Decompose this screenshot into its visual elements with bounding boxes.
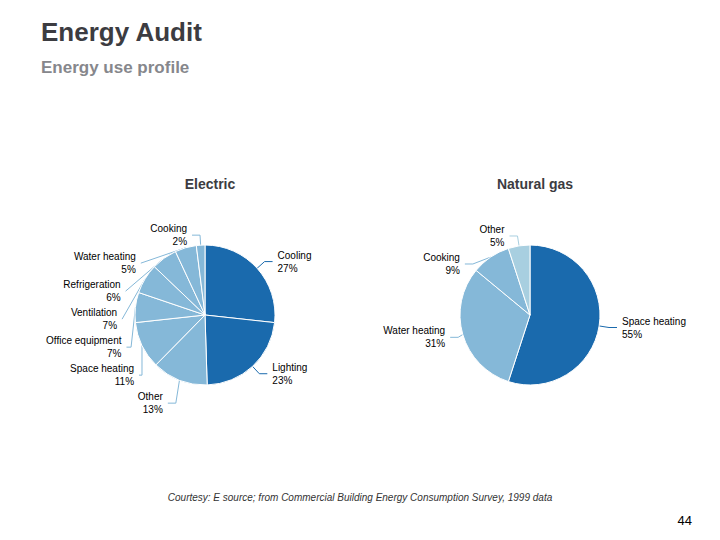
svg-text:Energy use profile: Energy use profile xyxy=(41,58,189,77)
svg-text:9%: 9% xyxy=(445,265,460,276)
svg-text:Other: Other xyxy=(479,224,505,235)
svg-text:31%: 31% xyxy=(425,338,445,349)
svg-text:13%: 13% xyxy=(143,404,163,415)
svg-text:Natural gas: Natural gas xyxy=(497,176,573,192)
svg-text:Cooling: Cooling xyxy=(278,250,312,261)
svg-text:Refrigeration: Refrigeration xyxy=(63,279,120,290)
svg-text:Cooking: Cooking xyxy=(423,252,460,263)
svg-text:Cooking: Cooking xyxy=(150,223,187,234)
svg-text:23%: 23% xyxy=(272,375,292,386)
svg-text:Water heating: Water heating xyxy=(383,325,445,336)
svg-text:44: 44 xyxy=(678,513,692,528)
svg-text:55%: 55% xyxy=(622,329,642,340)
svg-text:Space heating: Space heating xyxy=(622,316,686,327)
svg-text:5%: 5% xyxy=(490,237,505,248)
svg-text:Courtesy: E source; from Comme: Courtesy: E source; from Commercial Buil… xyxy=(168,492,553,503)
svg-text:7%: 7% xyxy=(103,320,118,331)
svg-text:Space heating: Space heating xyxy=(70,363,134,374)
svg-text:6%: 6% xyxy=(106,292,121,303)
svg-text:5%: 5% xyxy=(121,264,136,275)
svg-text:27%: 27% xyxy=(278,263,298,274)
svg-text:2%: 2% xyxy=(173,236,188,247)
svg-text:7%: 7% xyxy=(107,348,122,359)
svg-text:11%: 11% xyxy=(115,376,134,387)
svg-text:Office equipment: Office equipment xyxy=(46,335,122,346)
svg-text:Electric: Electric xyxy=(185,176,236,192)
svg-text:Other: Other xyxy=(138,391,164,402)
svg-text:Lighting: Lighting xyxy=(272,362,307,373)
svg-text:Ventilation: Ventilation xyxy=(71,307,117,318)
svg-text:Energy Audit: Energy Audit xyxy=(41,17,202,47)
svg-text:Water heating: Water heating xyxy=(74,251,136,262)
